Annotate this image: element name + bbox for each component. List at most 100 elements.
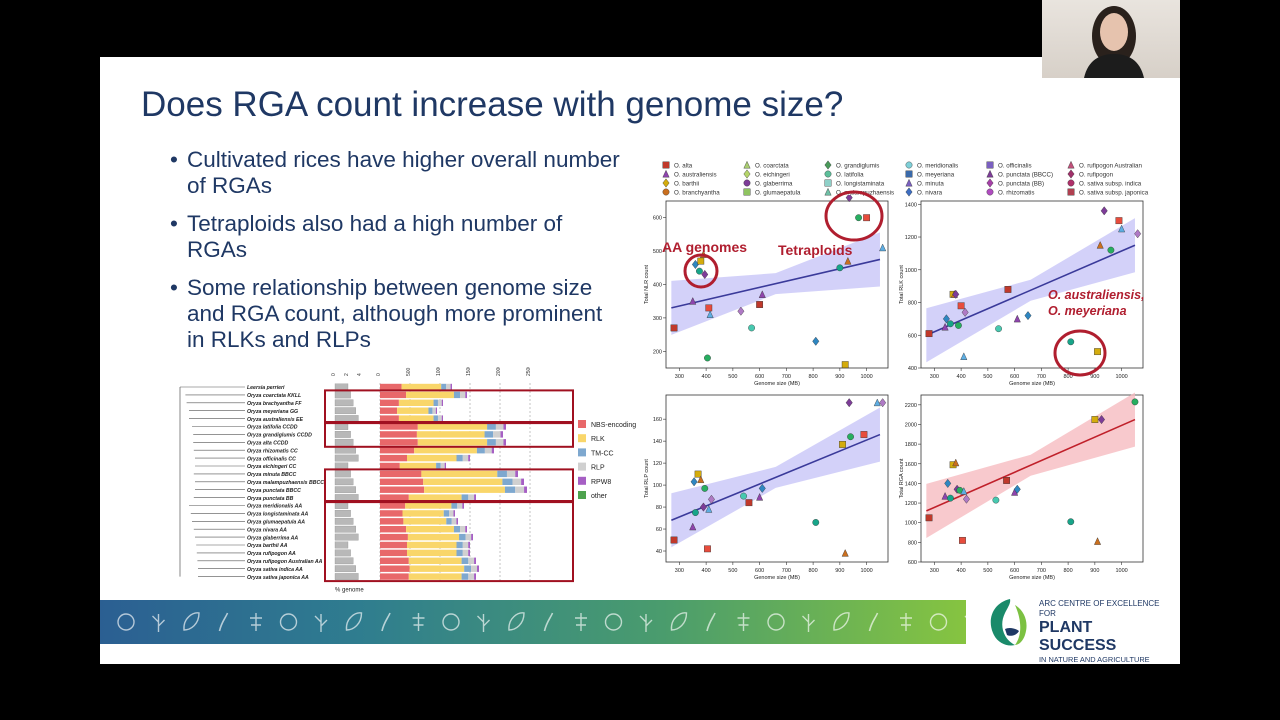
y-tick-label: 40 (656, 549, 662, 555)
genome-percent-bar (334, 525, 356, 533)
x-tick-label: 600 (1010, 568, 1019, 574)
data-point (1004, 286, 1012, 293)
legend-label: O. officinalis (998, 163, 1032, 170)
species-label: Oryza rufipogon Australian AA (247, 559, 323, 565)
data-point (1107, 246, 1115, 254)
rga-segment (495, 423, 504, 430)
leaf-icon (183, 612, 200, 631)
plant-icon (381, 612, 391, 632)
y-tick-label: 1400 (905, 202, 917, 208)
rga-segment (437, 399, 442, 406)
data-point (758, 483, 766, 493)
legend-marker (1067, 160, 1075, 169)
genome-axis-label: % genome (335, 588, 364, 594)
rga-segment (456, 549, 463, 557)
plant-icon (868, 612, 879, 632)
x-tick-label: 600 (1010, 374, 1019, 380)
y-tick-label: 600 (653, 216, 662, 222)
plant-icon (345, 612, 363, 631)
data-point (689, 522, 697, 531)
phylogeny-bar-figure: Leersia perrieri Oryza coarctata KKLL Oryz… (179, 367, 636, 594)
species-label: Oryza meridionalis AA (247, 504, 302, 510)
rga-segment (407, 454, 457, 462)
plant-icon (802, 614, 815, 632)
rga-segment (491, 447, 494, 454)
species-label: Oryza rufipogon AA (247, 551, 296, 557)
data-point (1067, 338, 1075, 346)
leaf-logo-icon (990, 599, 1027, 646)
x-tick-label: 400 (957, 568, 966, 574)
regression-line (671, 433, 881, 521)
legend-swatch (578, 491, 586, 499)
rga-segment (380, 431, 417, 438)
data-point (748, 324, 755, 332)
leaf-icon (670, 612, 688, 631)
x-tick-label: 300 (930, 568, 939, 574)
legend-marker (986, 169, 994, 178)
rga-segment (474, 494, 476, 501)
legend-label: O. eichingeri (755, 172, 790, 179)
rga-segment (408, 573, 462, 580)
plant-icon (279, 613, 298, 631)
species-label: Oryza sativa japonica AA (247, 575, 309, 581)
plant-icon (543, 612, 554, 632)
y-tick-label: 1000 (905, 268, 917, 274)
sprout-icon (964, 615, 966, 618)
data-point (708, 494, 715, 504)
data-point (670, 536, 678, 544)
rga-segment (459, 533, 466, 541)
rga-segment (407, 533, 460, 541)
highlight-box (324, 468, 574, 504)
grain-icon (250, 613, 262, 631)
count-tick-label: 1500 (466, 367, 472, 376)
rga-segment (450, 383, 452, 391)
regression-line (926, 244, 1136, 336)
data-point (1096, 241, 1104, 249)
rga-segment (506, 470, 516, 478)
rga-segment (380, 510, 403, 517)
x-tick-label: 800 (809, 568, 818, 574)
plant-icon (670, 612, 688, 631)
rga-segment (380, 447, 415, 454)
grain-icon (737, 613, 750, 631)
rga-segment (462, 549, 469, 557)
rga-segment (441, 383, 447, 391)
rga-segment (440, 462, 445, 470)
rga-segment (444, 462, 446, 470)
grain-icon (900, 613, 912, 631)
rga-segment (465, 533, 472, 541)
rga-segment (380, 533, 408, 541)
leaf-outline-icon (767, 613, 785, 631)
species-label: Oryza australiensis EE (247, 417, 303, 423)
legend-marker (986, 161, 994, 169)
rga-segment (441, 415, 443, 422)
data-point (701, 484, 709, 492)
rga-segment (468, 494, 475, 501)
bullet-list: Cultivated rices have higher overall num… (170, 147, 620, 365)
data-point (704, 545, 711, 553)
y-tick-label: 2200 (905, 403, 917, 409)
rga-segment (474, 573, 476, 580)
rga-segment (433, 399, 438, 406)
data-point (957, 302, 965, 310)
y-axis-label: Total RLP count (644, 459, 650, 498)
leaf-outline-icon (442, 613, 460, 631)
legend-label: RLK (591, 436, 605, 443)
y-tick-label: 2000 (905, 422, 917, 428)
highlight-box (324, 500, 574, 583)
bullet-item: Cultivated rices have higher overall num… (170, 147, 620, 199)
legend-label: O. latifolia (836, 172, 864, 179)
rga-segment (406, 526, 454, 533)
data-point (692, 509, 699, 516)
highlight-box (324, 389, 574, 425)
data-point (1115, 217, 1123, 225)
x-tick-label: 1000 (1115, 374, 1127, 380)
data-point (1131, 398, 1139, 406)
plant-icon (183, 612, 200, 631)
rga-segment (380, 423, 418, 430)
genome-percent-bar (334, 399, 354, 407)
data-point (873, 398, 881, 407)
logo-line-3: IN NATURE AND AGRICULTURE (1039, 655, 1150, 664)
legend-label: O. meyeriana (917, 172, 955, 179)
data-point (836, 264, 844, 272)
